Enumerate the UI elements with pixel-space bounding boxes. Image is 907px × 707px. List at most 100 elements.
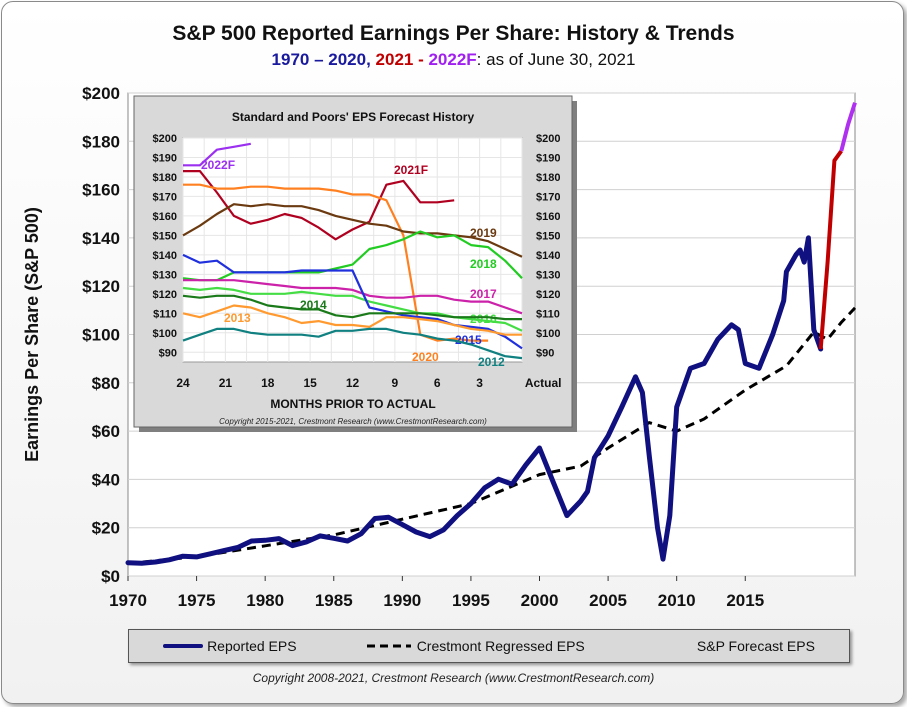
inset-series-label-2013: 2013 bbox=[224, 311, 251, 325]
inset-series-2013 bbox=[182, 304, 522, 336]
inset-y-tick-right: $150 bbox=[536, 230, 560, 242]
inset-y-tick-left: $190 bbox=[153, 152, 177, 164]
inset-y-tick-left: $120 bbox=[153, 289, 177, 301]
inset-y-tick-left: $90 bbox=[159, 347, 177, 359]
legend-swatch-regressed bbox=[366, 644, 411, 648]
inset-y-tick-left: $160 bbox=[153, 211, 177, 223]
y-tick-label: $120 bbox=[82, 277, 120, 296]
chart-subtitle: 1970 – 2020, 2021 - 2022F: as of June 30… bbox=[0, 50, 907, 70]
subtitle-2022-years: 2022F bbox=[428, 50, 477, 69]
x-tick-label: 1975 bbox=[178, 591, 216, 610]
inset-series-label-2021f: 2021F bbox=[394, 163, 428, 177]
inset-series-2012 bbox=[182, 327, 523, 360]
inset-x-tick-label: 18 bbox=[261, 376, 275, 390]
inset-y-tick-right: $190 bbox=[536, 152, 560, 164]
y-tick-label: $20 bbox=[92, 519, 120, 538]
legend-swatch-forecast bbox=[652, 644, 693, 648]
legend-label-forecast: S&P Forecast EPS bbox=[696, 638, 815, 654]
inset-y-tick-right: $90 bbox=[536, 347, 554, 359]
inset-y-tick-right: $100 bbox=[536, 328, 560, 340]
inset-series-label-2014: 2014 bbox=[300, 298, 327, 312]
x-tick-label: 2010 bbox=[658, 591, 696, 610]
x-tick-label: 1995 bbox=[452, 591, 490, 610]
copyright-main: Copyright 2008-2021, Crestmont Research … bbox=[252, 671, 655, 685]
inset-x-tick-label: 15 bbox=[303, 376, 317, 390]
inset-series-label-2015: 2015 bbox=[455, 333, 482, 347]
x-tick-label: 1985 bbox=[315, 591, 353, 610]
series-line-forecast-2022 bbox=[839, 102, 857, 152]
inset-y-tick-right: $170 bbox=[536, 191, 560, 203]
legend-swatch-reported bbox=[163, 644, 204, 648]
legend-item-reported: Reported EPS bbox=[163, 638, 297, 654]
inset-series-2017 bbox=[183, 279, 523, 315]
inset-x-tick-label: Actual bbox=[525, 376, 562, 390]
x-tick-label: 2015 bbox=[726, 591, 764, 610]
legend-label-regressed: Crestmont Regressed EPS bbox=[416, 638, 585, 654]
inset-y-tick-left: $140 bbox=[153, 250, 177, 262]
inset-title: Standard and Poors' EPS Forecast History bbox=[232, 110, 475, 124]
inset-series-label-2022f: 2022F bbox=[201, 158, 235, 172]
y-tick-label: $80 bbox=[92, 374, 120, 393]
inset-x-axis-label: MONTHS PRIOR TO ACTUAL bbox=[270, 397, 435, 411]
inset-series-2022f bbox=[183, 142, 251, 167]
y-tick-label: $180 bbox=[82, 132, 120, 151]
inset-y-tick-left: $100 bbox=[153, 328, 177, 340]
inset-copyright: Copyright 2015-2021, Crestmont Research … bbox=[219, 417, 487, 426]
inset-x-tick-label: 6 bbox=[434, 376, 441, 390]
inset-series-label-2012: 2012 bbox=[478, 355, 505, 369]
inset-series-2015 bbox=[182, 253, 523, 350]
y-tick-label: $40 bbox=[92, 470, 120, 489]
inset-y-tick-left: $200 bbox=[153, 133, 177, 145]
x-tick-label: 1990 bbox=[383, 591, 421, 610]
subtitle-history-years: 1970 – 2020, bbox=[271, 50, 371, 69]
inset-y-tick-left: $110 bbox=[153, 308, 177, 320]
inset-chart: Standard and Poors' EPS Forecast History… bbox=[133, 95, 577, 432]
series-line-reported bbox=[125, 235, 824, 566]
y-tick-label: $160 bbox=[82, 181, 120, 200]
x-tick-label: 1980 bbox=[246, 591, 284, 610]
inset-y-tick-left: $150 bbox=[153, 230, 177, 242]
inset-series-label-2016: 2016 bbox=[470, 312, 497, 326]
inset-x-tick-label: 12 bbox=[346, 376, 360, 390]
inset-y-tick-left: $170 bbox=[153, 191, 177, 203]
inset-x-tick-label: 9 bbox=[392, 376, 399, 390]
legend-label-reported: Reported EPS bbox=[207, 638, 297, 654]
y-axis-label: Earnings Per Share (S&P 500) bbox=[22, 207, 42, 462]
legend-item-forecast: S&P Forecast EPS bbox=[652, 638, 815, 654]
inset-y-tick-right: $140 bbox=[536, 250, 560, 262]
inset-x-tick-label: 3 bbox=[476, 376, 483, 390]
y-tick-label: $0 bbox=[101, 567, 120, 586]
x-tick-label: 2000 bbox=[521, 591, 559, 610]
inset-series-label-2020: 2020 bbox=[412, 350, 439, 364]
inset-x-tick-label: 21 bbox=[219, 376, 233, 390]
x-tick-label: 1970 bbox=[109, 591, 147, 610]
chart-title: S&P 500 Reported Earnings Per Share: His… bbox=[172, 22, 735, 45]
y-tick-label: $100 bbox=[82, 326, 120, 345]
inset-y-tick-right: $160 bbox=[536, 211, 560, 223]
subtitle-as-of: : as of June 30, 2021 bbox=[476, 50, 636, 69]
subtitle-2021-years: 2021 - bbox=[375, 50, 424, 69]
inset-series-label-2017: 2017 bbox=[470, 287, 497, 301]
inset-y-tick-left: $130 bbox=[153, 269, 177, 281]
inset-series-2014 bbox=[182, 294, 522, 321]
inset-series-label-2019: 2019 bbox=[470, 226, 497, 240]
x-tick-label: 2005 bbox=[589, 591, 627, 610]
inset-series-2020 bbox=[183, 183, 489, 342]
inset-series-2016 bbox=[182, 286, 523, 332]
y-tick-label: $140 bbox=[82, 229, 120, 248]
inset-series-label-2018: 2018 bbox=[470, 257, 497, 271]
inset-y-tick-right: $130 bbox=[536, 269, 560, 281]
inset-y-tick-right: $180 bbox=[536, 172, 560, 184]
y-tick-label: $200 bbox=[82, 84, 120, 103]
chart-legend: Reported EPS Crestmont Regressed EPS S&P… bbox=[128, 629, 850, 663]
inset-y-tick-right: $120 bbox=[536, 289, 560, 301]
inset-x-tick-label: 24 bbox=[176, 376, 190, 390]
legend-item-regressed: Crestmont Regressed EPS bbox=[365, 638, 585, 654]
inset-y-tick-right: $110 bbox=[536, 308, 560, 320]
inset-y-tick-left: $180 bbox=[153, 172, 177, 184]
y-tick-label: $60 bbox=[92, 422, 120, 441]
series-line-forecast-2021 bbox=[818, 149, 843, 350]
inset-y-tick-right: $200 bbox=[536, 133, 560, 145]
inset-series-2019 bbox=[182, 203, 523, 258]
